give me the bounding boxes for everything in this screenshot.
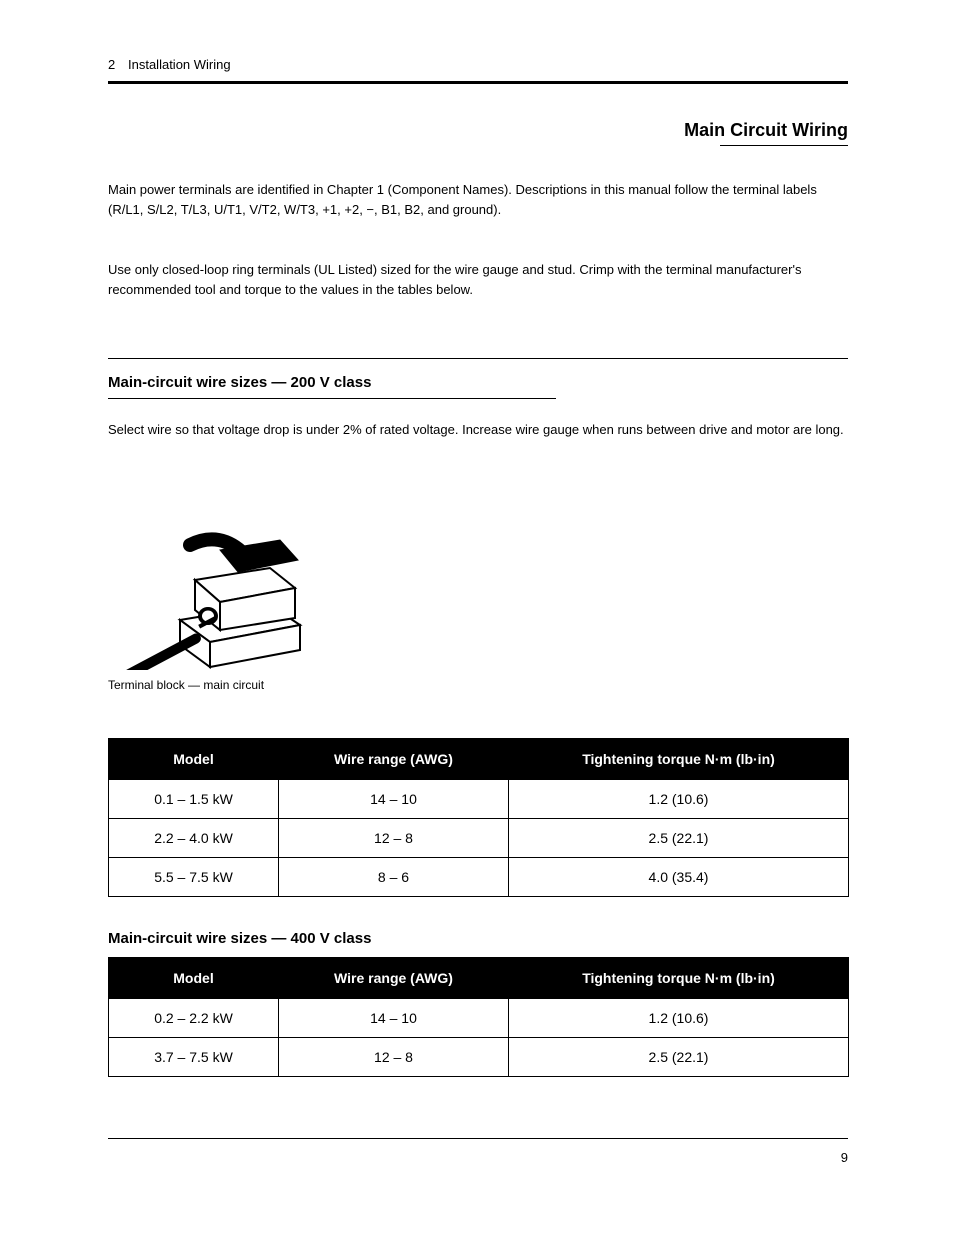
cable-note: Select wire so that voltage drop is unde… [108, 420, 848, 440]
header-title-right: Main Circuit Wiring [684, 120, 848, 141]
table-cell: 0.1 – 1.5 kW [109, 780, 279, 819]
table-row: 0.1 – 1.5 kW 14 – 10 1.2 (10.6) [109, 780, 849, 819]
table-cell: 2.5 (22.1) [509, 819, 849, 858]
table-cell: 14 – 10 [279, 999, 509, 1038]
table-cell: 8 – 6 [279, 858, 509, 897]
rule-top [108, 81, 848, 84]
intro-paragraph-1: Main power terminals are identified in C… [108, 180, 848, 219]
table-cell: 1.2 (10.6) [509, 780, 849, 819]
rule-section [108, 358, 848, 359]
table-header-cell: Tightening torque N·m (lb·in) [509, 739, 849, 780]
illustration-caption: Terminal block — main circuit [108, 678, 264, 692]
page: 2 Installation Wiring Main Circuit Wirin… [0, 0, 954, 1235]
wire-size-table-400v: Model Wire range (AWG) Tightening torque… [108, 957, 849, 1077]
table-row: 2.2 – 4.0 kW 12 – 8 2.5 (22.1) [109, 819, 849, 858]
table-cell: 2.5 (22.1) [509, 1038, 849, 1077]
table2-title: Main-circuit wire sizes — 400 V class [108, 930, 371, 947]
table-cell: 4.0 (35.4) [509, 858, 849, 897]
subsection-heading: Main-circuit wire sizes — 200 V class [108, 374, 371, 391]
rule-subsection [108, 398, 556, 399]
header-title-underline [720, 145, 848, 146]
wire-size-table-200v: Model Wire range (AWG) Tightening torque… [108, 738, 849, 897]
table-header-cell: Wire range (AWG) [279, 739, 509, 780]
table-cell: 12 – 8 [279, 819, 509, 858]
table-cell: 0.2 – 2.2 kW [109, 999, 279, 1038]
table-cell: 3.7 – 7.5 kW [109, 1038, 279, 1077]
table-cell: 14 – 10 [279, 780, 509, 819]
table-cell: 1.2 (10.6) [509, 999, 849, 1038]
table-row: 0.2 – 2.2 kW 14 – 10 1.2 (10.6) [109, 999, 849, 1038]
terminal-block-illustration [120, 510, 320, 670]
table-cell: 2.2 – 4.0 kW [109, 819, 279, 858]
intro-paragraph-2: Use only closed-loop ring terminals (UL … [108, 260, 848, 299]
table-header-cell: Tightening torque N·m (lb·in) [509, 958, 849, 999]
header-chapter: 2 [108, 57, 115, 72]
rule-bottom [108, 1138, 848, 1139]
table-header-row: Model Wire range (AWG) Tightening torque… [109, 739, 849, 780]
header-section-label: Installation Wiring [128, 57, 231, 72]
page-number: 9 [841, 1150, 848, 1165]
table-row: 3.7 – 7.5 kW 12 – 8 2.5 (22.1) [109, 1038, 849, 1077]
table-cell: 12 – 8 [279, 1038, 509, 1077]
table-header-cell: Model [109, 958, 279, 999]
table-header-cell: Wire range (AWG) [279, 958, 509, 999]
table-header-cell: Model [109, 739, 279, 780]
table-header-row: Model Wire range (AWG) Tightening torque… [109, 958, 849, 999]
table-cell: 5.5 – 7.5 kW [109, 858, 279, 897]
table-row: 5.5 – 7.5 kW 8 – 6 4.0 (35.4) [109, 858, 849, 897]
